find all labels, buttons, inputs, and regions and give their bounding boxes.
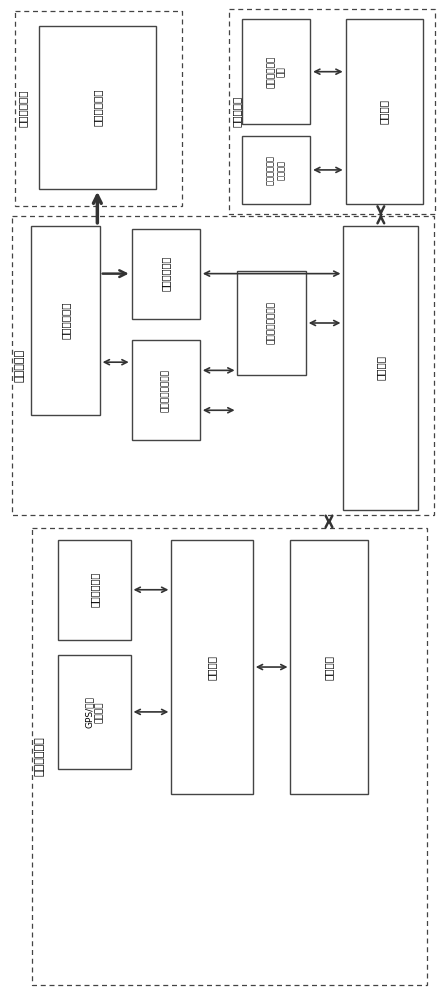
Text: 数据存储模块: 数据存储模块 (60, 302, 71, 339)
Bar (39, 26, 156, 189)
Text: 巡检云平台: 巡检云平台 (15, 349, 24, 382)
Bar (32, 528, 427, 985)
Bar (229, 9, 435, 214)
Bar (343, 226, 418, 510)
Bar (58, 655, 131, 769)
Text: 电子地图接口: 电子地图接口 (92, 89, 103, 126)
Bar (12, 216, 434, 515)
Bar (32, 226, 100, 415)
Text: 巡检管理台: 巡检管理台 (232, 96, 242, 127)
Bar (345, 19, 423, 204)
Text: 通讯模块: 通讯模块 (324, 655, 334, 680)
Text: GPS/北斗
定位模块: GPS/北斗 定位模块 (84, 696, 104, 728)
Bar (131, 229, 200, 319)
Bar (58, 540, 131, 640)
Text: 电子地图接口: 电子地图接口 (18, 90, 28, 127)
Text: 路径规划修订
审核模块: 路径规划修订 审核模块 (266, 155, 286, 185)
Text: 主控模块: 主控模块 (207, 655, 217, 680)
Bar (290, 540, 368, 794)
Text: 导航路线计算模块: 导航路线计算模块 (267, 301, 276, 344)
Bar (242, 19, 310, 124)
Text: 路网数据生成模块: 路网数据生成模块 (161, 369, 170, 412)
Bar (238, 271, 306, 375)
Text: 行业设施标注
模块: 行业设施标注 模块 (266, 56, 286, 88)
Text: 通讯模块: 通讯模块 (376, 355, 386, 380)
Text: 巡检移动终端: 巡检移动终端 (34, 736, 44, 776)
Bar (242, 136, 310, 204)
Bar (131, 340, 200, 440)
Bar (171, 540, 253, 794)
Text: 供图服务模块: 供图服务模块 (161, 256, 171, 291)
Bar (15, 11, 182, 206)
Text: 导航展示模块: 导航展示模块 (89, 572, 99, 607)
Text: 通讯模块: 通讯模块 (379, 99, 389, 124)
